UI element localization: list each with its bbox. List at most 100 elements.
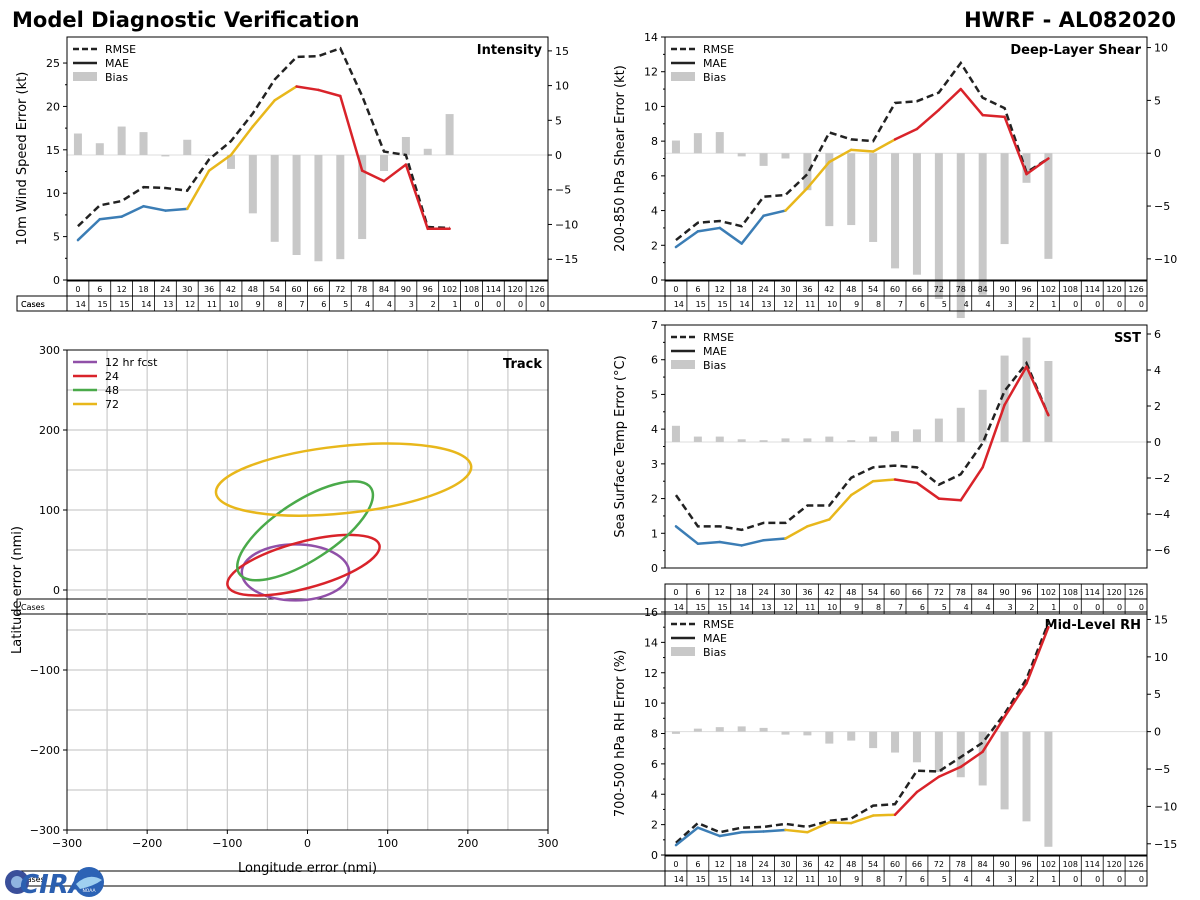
- lead-time-label: 42: [226, 285, 236, 294]
- mae-segment: [981, 113, 1006, 119]
- bias-bar: [759, 153, 768, 166]
- mae-segment: [959, 750, 984, 769]
- cases-count: 10: [229, 300, 239, 309]
- cases-count: 3: [1007, 603, 1012, 612]
- lead-time-label: 120: [508, 285, 523, 294]
- bias-bar: [693, 728, 702, 732]
- cases-count: 13: [761, 875, 771, 884]
- mae-segment: [740, 538, 765, 547]
- cases-count: 4: [986, 875, 991, 884]
- lead-time-label: 96: [1021, 588, 1031, 597]
- cases-count: 7: [898, 875, 903, 884]
- y-tick-label: 10: [46, 187, 60, 200]
- mae-segment: [849, 479, 875, 497]
- lead-time-label: 96: [423, 285, 433, 294]
- bias-bar: [248, 155, 257, 214]
- mae-segment: [893, 790, 919, 817]
- legend-bias-swatch: [671, 72, 695, 81]
- mae-segment: [784, 828, 809, 834]
- mae-segment: [1003, 682, 1028, 719]
- plot-frame: [664, 36, 1148, 281]
- bias-bar: [1000, 731, 1009, 810]
- cases-count: 13: [761, 300, 771, 309]
- bias-bar: [1000, 355, 1009, 442]
- rmse-line: [77, 46, 450, 230]
- x-tick-label: −100: [212, 837, 242, 850]
- bias-bar: [715, 132, 724, 154]
- y2-tick-label: −10: [1154, 800, 1177, 813]
- mae-segment: [120, 204, 145, 218]
- x-axis-label: Longitude error (nmi): [238, 861, 377, 876]
- mae-segment: [806, 518, 831, 528]
- y-tick-label: 8: [651, 728, 658, 741]
- mae-segment: [893, 127, 919, 141]
- error-ellipse: [236, 480, 375, 582]
- lead-time-label: 0: [673, 285, 678, 294]
- cases-count: 0: [1095, 875, 1100, 884]
- cases-count: 11: [207, 300, 217, 309]
- cases-count: 1: [1051, 603, 1056, 612]
- lead-time-label: 120: [1106, 588, 1121, 597]
- lead-time-label: 78: [956, 285, 966, 294]
- cases-count: 6: [920, 875, 925, 884]
- y-tick-label: 300: [39, 344, 60, 357]
- mae-segment: [740, 830, 765, 834]
- legend-rmse-label: RMSE: [105, 43, 136, 56]
- cases-label: Cases: [21, 875, 45, 884]
- legend-label: 48: [105, 384, 119, 397]
- mae-segment: [762, 209, 787, 218]
- cases-row: [16, 598, 1148, 615]
- mae-segment: [915, 481, 941, 500]
- y-tick-label: 20: [46, 100, 60, 113]
- cases-count: 7: [898, 603, 903, 612]
- mae-segment: [1003, 115, 1028, 176]
- cases-count: 4: [986, 603, 991, 612]
- lead-time-label: 6: [695, 860, 700, 869]
- cases-count: 2: [1029, 603, 1034, 612]
- bias-bar: [978, 153, 987, 295]
- cases-row: [16, 295, 1148, 312]
- bias-bar: [891, 431, 900, 442]
- mae-segment: [762, 537, 787, 542]
- cases-count: 2: [1029, 300, 1034, 309]
- y-tick-label: 12: [644, 667, 658, 680]
- panel-title: SST: [1114, 331, 1141, 346]
- mae-segment: [142, 204, 167, 212]
- track-panel: −300 −200 −100 0 100 200 300 −300 −200 −100 0 100 20…: [10, 344, 559, 876]
- y2-tick-label: −15: [555, 253, 578, 266]
- lead-time-label: 60: [291, 285, 301, 294]
- lead-time-label: 96: [1021, 860, 1031, 869]
- lead-time-label: 30: [780, 588, 790, 597]
- mae-segment: [937, 497, 963, 502]
- cases-count: 1: [1051, 300, 1056, 309]
- cases-count: 0: [518, 300, 523, 309]
- lead-time-label: 66: [912, 860, 922, 869]
- cases-count: 2: [1029, 875, 1034, 884]
- lead-time-label: 114: [1085, 285, 1100, 294]
- y-tick-label: 2: [651, 819, 658, 832]
- lead-time-label: 90: [401, 285, 411, 294]
- bias-bar: [671, 731, 680, 734]
- lead-time-label: 18: [737, 860, 747, 869]
- mae-segment: [718, 226, 743, 245]
- cases-count: 15: [98, 300, 108, 309]
- rmse-line: [674, 360, 1050, 532]
- cases-count: 3: [1007, 875, 1012, 884]
- mae-segment: [251, 99, 276, 128]
- cases-count: 6: [321, 300, 326, 309]
- y-tick-label: 0: [651, 274, 658, 287]
- lead-time-label: 30: [780, 860, 790, 869]
- lead-time-label: 12: [117, 285, 127, 294]
- panel-title: Deep-Layer Shear: [1010, 43, 1141, 58]
- mae-segment: [871, 478, 897, 483]
- lead-time-label: 42: [824, 285, 834, 294]
- lead-time-label: 42: [824, 588, 834, 597]
- y-axis-label: 700-500 hPa RH Error (%): [613, 650, 628, 817]
- bias-bar: [423, 148, 432, 156]
- bias-bar: [781, 438, 790, 442]
- cases-count: 4: [964, 300, 969, 309]
- lead-time-label: 24: [160, 285, 170, 294]
- legend-bias-swatch: [73, 72, 97, 81]
- cases-count: 14: [739, 603, 749, 612]
- cases-count: 13: [761, 603, 771, 612]
